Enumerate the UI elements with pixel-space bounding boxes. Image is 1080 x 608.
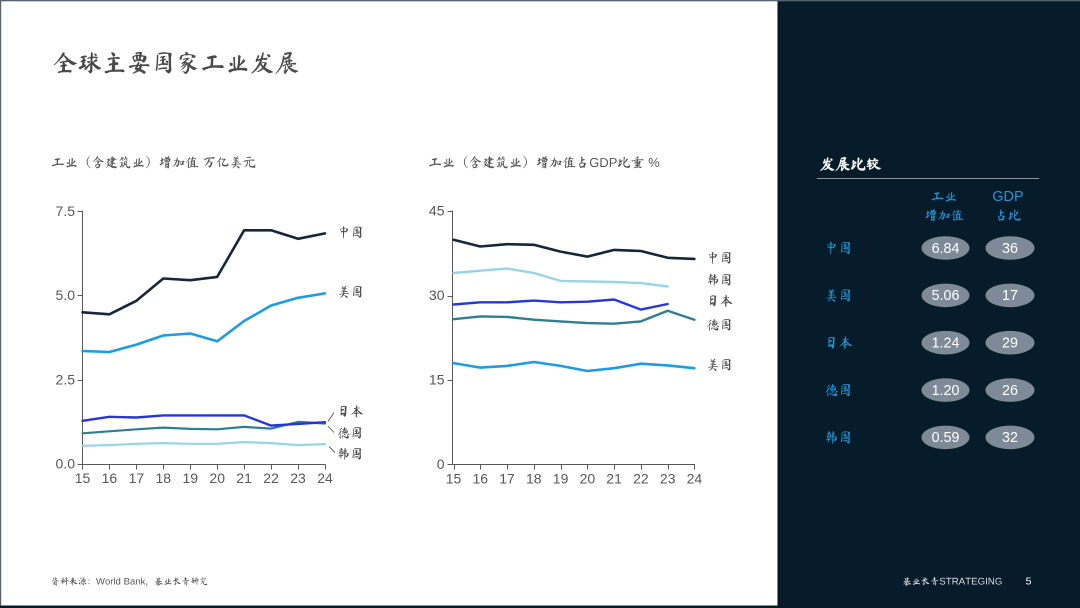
svg-text:17: 17: [499, 471, 515, 487]
svg-text:19: 19: [553, 471, 569, 487]
svg-text:24: 24: [687, 471, 703, 487]
svg-text:0: 0: [437, 456, 445, 472]
svg-text:24: 24: [317, 470, 333, 486]
svg-text:26: 26: [1002, 383, 1018, 399]
svg-text:5: 5: [1026, 576, 1032, 588]
svg-text:45: 45: [429, 203, 445, 219]
svg-text:1.24: 1.24: [932, 336, 960, 352]
svg-text:22: 22: [263, 470, 279, 486]
svg-text:19: 19: [183, 470, 199, 486]
svg-text:32: 32: [1002, 430, 1018, 446]
svg-text:16: 16: [473, 471, 489, 487]
svg-text:5.06: 5.06: [932, 288, 960, 304]
svg-text:18: 18: [526, 471, 542, 487]
svg-text:17: 17: [129, 470, 145, 486]
svg-text:30: 30: [429, 287, 445, 303]
svg-text:16: 16: [102, 470, 118, 486]
svg-text:6.84: 6.84: [932, 241, 960, 257]
svg-text:15: 15: [446, 471, 462, 487]
svg-text:7.5: 7.5: [56, 203, 76, 219]
svg-text:2.5: 2.5: [56, 371, 76, 387]
svg-text:23: 23: [660, 471, 676, 487]
svg-text:GDP: GDP: [992, 189, 1023, 205]
svg-text:18: 18: [156, 470, 172, 486]
svg-text:1.20: 1.20: [932, 383, 960, 399]
svg-text:29: 29: [1002, 336, 1018, 352]
svg-text:22: 22: [633, 471, 649, 487]
svg-text:0.59: 0.59: [932, 430, 960, 446]
svg-text:36: 36: [1002, 241, 1018, 257]
svg-text:21: 21: [606, 471, 622, 487]
svg-text:0.0: 0.0: [56, 456, 76, 472]
svg-text:15: 15: [429, 372, 445, 388]
svg-text:5.0: 5.0: [56, 287, 76, 303]
svg-text:23: 23: [290, 470, 306, 486]
svg-text:21: 21: [236, 470, 252, 486]
svg-text:20: 20: [209, 470, 225, 486]
svg-text:20: 20: [580, 471, 596, 487]
svg-text:17: 17: [1002, 288, 1018, 304]
svg-text:15: 15: [75, 470, 91, 486]
